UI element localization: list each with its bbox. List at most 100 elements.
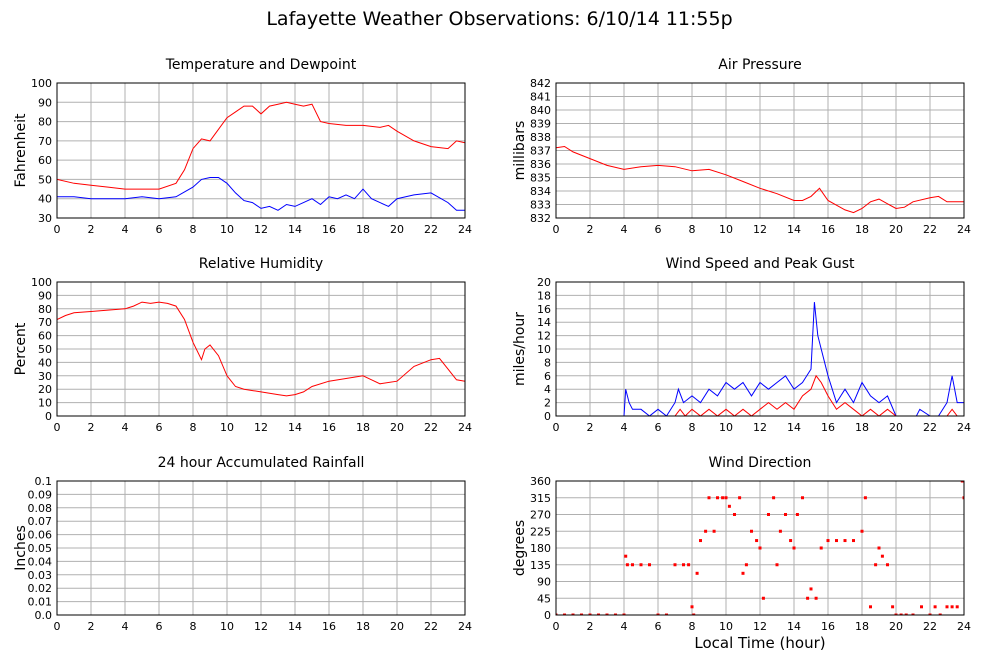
y-tick-label: 30 <box>38 212 52 225</box>
y-tick-label: 40 <box>38 356 52 369</box>
x-tick-label: 22 <box>424 421 438 434</box>
y-tick-label: 70 <box>38 316 52 329</box>
x-tick-label: 22 <box>923 620 937 633</box>
data-point <box>772 496 775 499</box>
x-tick-label: 24 <box>458 620 472 633</box>
y-tick-label: 0.08 <box>28 502 53 515</box>
y-axis-label: miles/hour <box>512 312 528 386</box>
x-tick-label: 12 <box>254 421 268 434</box>
data-point <box>881 555 884 558</box>
data-point <box>810 587 813 590</box>
data-point <box>827 539 830 542</box>
y-tick-label: 45 <box>537 592 551 605</box>
x-tick-label: 0 <box>54 223 61 236</box>
x-tick-label: 16 <box>322 421 336 434</box>
x-tick-label: 6 <box>655 223 662 236</box>
x-tick-label: 18 <box>356 620 370 633</box>
y-tick-label: 0.1 <box>35 475 53 488</box>
x-tick-label: 16 <box>821 223 835 236</box>
y-tick-label: 18 <box>537 289 551 302</box>
y-tick-label: 838 <box>530 131 551 144</box>
y-tick-label: 80 <box>38 303 52 316</box>
chart-title: Temperature and Dewpoint <box>165 57 357 73</box>
data-point <box>699 539 702 542</box>
y-tick-label: 0.07 <box>28 515 53 528</box>
y-tick-label: 50 <box>38 173 52 186</box>
y-tick-label: 0.03 <box>28 569 53 582</box>
x-tick-label: 8 <box>190 223 197 236</box>
x-tick-label: 8 <box>689 223 696 236</box>
x-tick-label: 20 <box>390 223 404 236</box>
x-tick-label: 2 <box>587 421 594 434</box>
data-point <box>738 496 741 499</box>
x-tick-label: 2 <box>88 620 95 633</box>
y-tick-label: 12 <box>537 330 551 343</box>
y-tick-label: 0 <box>45 410 52 423</box>
x-tick-label: 22 <box>424 223 438 236</box>
data-point <box>687 563 690 566</box>
y-tick-label: 836 <box>530 158 551 171</box>
data-point <box>624 555 627 558</box>
y-tick-label: 833 <box>530 199 551 212</box>
y-tick-label: 0.06 <box>28 529 53 542</box>
chart-title: Air Pressure <box>718 57 801 73</box>
x-tick-label: 8 <box>689 421 696 434</box>
data-point <box>750 530 753 533</box>
data-point <box>784 513 787 516</box>
x-tick-label: 18 <box>855 223 869 236</box>
y-tick-label: 100 <box>31 77 52 90</box>
data-point <box>869 605 872 608</box>
y-tick-label: 90 <box>38 96 52 109</box>
data-point <box>793 547 796 550</box>
y-tick-label: 842 <box>530 77 551 90</box>
y-tick-label: 0.09 <box>28 488 53 501</box>
x-tick-label: 16 <box>821 620 835 633</box>
data-point <box>934 605 937 608</box>
data-point <box>789 539 792 542</box>
x-tick-label: 6 <box>655 620 662 633</box>
x-tick-label: 12 <box>254 223 268 236</box>
x-tick-label: 22 <box>923 421 937 434</box>
y-tick-label: 20 <box>38 383 52 396</box>
x-tick-label: 4 <box>122 223 129 236</box>
x-tick-label: 10 <box>719 223 733 236</box>
y-tick-label: 10 <box>38 397 52 410</box>
y-tick-label: 0.01 <box>28 596 53 609</box>
x-tick-label: 20 <box>889 223 903 236</box>
data-point <box>951 605 954 608</box>
x-tick-label: 16 <box>322 223 336 236</box>
data-point <box>745 563 748 566</box>
data-point <box>691 605 694 608</box>
chart-air-pressure: Air Pressuremillibars0 2 4 6 8 10 12 14 16 18 20 22… <box>512 57 971 236</box>
data-point <box>852 539 855 542</box>
y-tick-label: 839 <box>530 118 551 131</box>
chart-title: 24 hour Accumulated Rainfall <box>158 455 365 471</box>
y-tick-label: 60 <box>38 154 52 167</box>
y-tick-label: 60 <box>38 330 52 343</box>
y-tick-label: 90 <box>38 289 52 302</box>
y-tick-label: 0.05 <box>28 542 53 555</box>
chart-title: Wind Speed and Peak Gust <box>666 256 855 272</box>
data-point <box>776 563 779 566</box>
x-tick-label: 18 <box>356 421 370 434</box>
x-tick-label: 8 <box>689 620 696 633</box>
y-tick-label: 40 <box>38 193 52 206</box>
y-tick-label: 6 <box>544 370 551 383</box>
x-axis-title: Local Time (hour) <box>556 634 964 652</box>
data-point <box>864 496 867 499</box>
data-point <box>755 539 758 542</box>
data-point <box>742 572 745 575</box>
x-tick-label: 4 <box>122 620 129 633</box>
x-tick-label: 18 <box>855 421 869 434</box>
x-tick-label: 16 <box>322 620 336 633</box>
y-tick-label: 840 <box>530 104 551 117</box>
data-point <box>920 605 923 608</box>
y-tick-label: 70 <box>38 135 52 148</box>
data-point <box>674 563 677 566</box>
data-point <box>844 539 847 542</box>
y-axis-label: Percent <box>13 322 29 375</box>
x-tick-label: 10 <box>220 223 234 236</box>
y-tick-label: 16 <box>537 303 551 316</box>
y-tick-label: 2 <box>544 397 551 410</box>
x-tick-label: 18 <box>356 223 370 236</box>
